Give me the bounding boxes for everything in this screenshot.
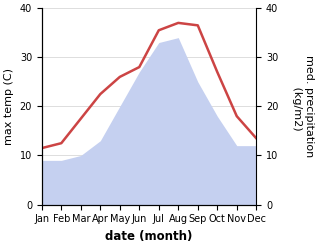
X-axis label: date (month): date (month) [105,230,193,243]
Y-axis label: med. precipitation
 (kg/m2): med. precipitation (kg/m2) [292,55,314,158]
Y-axis label: max temp (C): max temp (C) [4,68,14,145]
